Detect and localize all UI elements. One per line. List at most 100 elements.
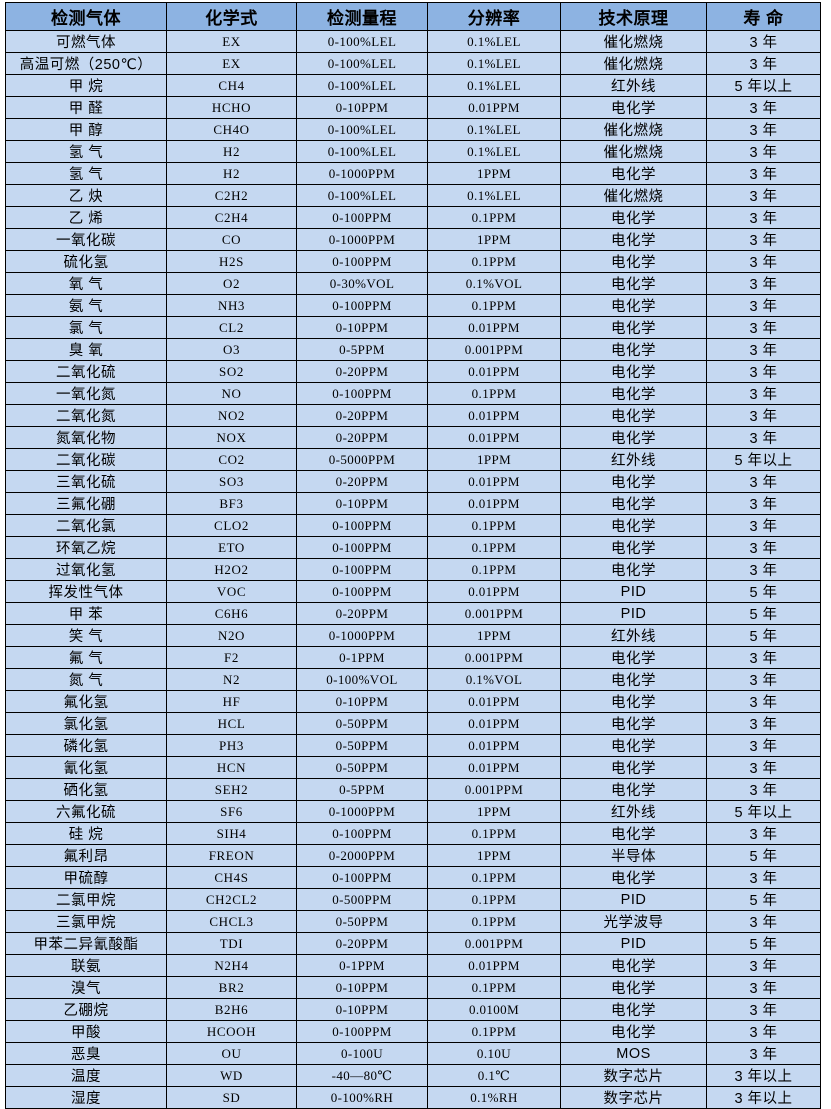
- cell-formula: NO2: [166, 404, 297, 427]
- cell-range: 0-50PPM: [296, 756, 428, 779]
- table-row: 氨 气 NH3 0-100PPM 0.1PPM 电化学 3 年: [5, 294, 821, 317]
- cell-gas: 联氨: [5, 954, 167, 977]
- cell-resolution: 0.1℃: [427, 1064, 561, 1087]
- cell-resolution: 0.01PPM: [427, 426, 561, 449]
- cell-range: 0-100PPM: [296, 1020, 428, 1043]
- cell-range: 0-500PPM: [296, 888, 428, 911]
- cell-lifetime: 3 年: [706, 96, 821, 119]
- cell-formula: CL2: [166, 316, 297, 339]
- cell-formula: F2: [166, 646, 297, 669]
- cell-technology: 电化学: [560, 668, 707, 691]
- cell-formula: CH4O: [166, 118, 297, 141]
- cell-resolution: 0.1PPM: [427, 888, 561, 911]
- cell-formula: CH4S: [166, 866, 297, 889]
- cell-lifetime: 3 年: [706, 514, 821, 537]
- cell-range: 0-10PPM: [296, 492, 428, 515]
- cell-gas: 臭 氧: [5, 338, 167, 361]
- cell-lifetime: 5 年: [706, 932, 821, 955]
- cell-resolution: 0.01PPM: [427, 404, 561, 427]
- cell-resolution: 0.01PPM: [427, 954, 561, 977]
- cell-range: 0-20PPM: [296, 404, 428, 427]
- cell-gas: 硒化氢: [5, 778, 167, 801]
- cell-technology: 催化燃烧: [560, 52, 707, 75]
- cell-formula: O3: [166, 338, 297, 361]
- cell-range: 0-20PPM: [296, 426, 428, 449]
- table-row: 乙 炔 C2H2 0-100%LEL 0.1%LEL 催化燃烧 3 年: [5, 184, 821, 207]
- cell-range: 0-10PPM: [296, 998, 428, 1021]
- cell-lifetime: 3 年: [706, 162, 821, 185]
- cell-formula: NOX: [166, 426, 297, 449]
- cell-gas: 乙 烯: [5, 206, 167, 229]
- cell-range: 0-1000PPM: [296, 624, 428, 647]
- cell-formula: N2H4: [166, 954, 297, 977]
- cell-gas: 甲 苯: [5, 602, 167, 625]
- cell-technology: 电化学: [560, 470, 707, 493]
- table-row: 温度 WD -40—80℃ 0.1℃ 数字芯片 3 年以上: [5, 1064, 821, 1087]
- table-row: 硒化氢 SEH2 0-5PPM 0.001PPM 电化学 3 年: [5, 778, 821, 801]
- table-row: 环氧乙烷 ETO 0-100PPM 0.1PPM 电化学 3 年: [5, 536, 821, 559]
- cell-gas: 湿度: [5, 1086, 167, 1109]
- cell-resolution: 0.1PPM: [427, 558, 561, 581]
- cell-gas: 甲硫醇: [5, 866, 167, 889]
- cell-lifetime: 3 年以上: [706, 1064, 821, 1087]
- cell-formula: HF: [166, 690, 297, 713]
- cell-formula: CLO2: [166, 514, 297, 537]
- cell-lifetime: 3 年: [706, 558, 821, 581]
- table-row: 氯化氢 HCL 0-50PPM 0.01PPM 电化学 3 年: [5, 712, 821, 735]
- cell-gas: 二氧化碳: [5, 448, 167, 471]
- cell-lifetime: 3 年: [706, 1042, 821, 1065]
- cell-lifetime: 3 年: [706, 866, 821, 889]
- cell-gas: 过氧化氢: [5, 558, 167, 581]
- cell-lifetime: 5 年以上: [706, 800, 821, 823]
- cell-gas: 恶臭: [5, 1042, 167, 1065]
- cell-gas: 三氟化硼: [5, 492, 167, 515]
- cell-formula: PH3: [166, 734, 297, 757]
- cell-gas: 硅 烷: [5, 822, 167, 845]
- table-row: 甲 醛 HCHO 0-10PPM 0.01PPM 电化学 3 年: [5, 96, 821, 119]
- table-row: 氰化氢 HCN 0-50PPM 0.01PPM 电化学 3 年: [5, 756, 821, 779]
- table-row: 氢 气 H2 0-1000PPM 1PPM 电化学 3 年: [5, 162, 821, 185]
- cell-range: 0-20PPM: [296, 602, 428, 625]
- cell-lifetime: 5 年: [706, 602, 821, 625]
- cell-range: 0-100PPM: [296, 382, 428, 405]
- cell-technology: 催化燃烧: [560, 184, 707, 207]
- cell-range: 0-100%LEL: [296, 52, 428, 75]
- column-header-technology: 技术原理: [560, 2, 707, 31]
- cell-technology: MOS: [560, 1042, 707, 1065]
- cell-lifetime: 5 年以上: [706, 448, 821, 471]
- cell-gas: 一氧化碳: [5, 228, 167, 251]
- cell-range: 0-2000PPM: [296, 844, 428, 867]
- cell-resolution: 0.1PPM: [427, 250, 561, 273]
- cell-lifetime: 3 年: [706, 1020, 821, 1043]
- cell-range: 0-100PPM: [296, 536, 428, 559]
- cell-gas: 环氧乙烷: [5, 536, 167, 559]
- cell-lifetime: 3 年: [706, 954, 821, 977]
- cell-range: 0-10PPM: [296, 976, 428, 999]
- table-row: 氟 气 F2 0-1PPM 0.001PPM 电化学 3 年: [5, 646, 821, 669]
- table-row: 二氧化硫 SO2 0-20PPM 0.01PPM 电化学 3 年: [5, 360, 821, 383]
- cell-resolution: 0.1PPM: [427, 514, 561, 537]
- cell-resolution: 1PPM: [427, 448, 561, 471]
- cell-lifetime: 5 年: [706, 844, 821, 867]
- cell-technology: PID: [560, 932, 707, 955]
- cell-range: 0-50PPM: [296, 734, 428, 757]
- table-row: 二氧化氮 NO2 0-20PPM 0.01PPM 电化学 3 年: [5, 404, 821, 427]
- cell-technology: 电化学: [560, 272, 707, 295]
- cell-range: 0-100PPM: [296, 580, 428, 603]
- cell-gas: 可燃气体: [5, 30, 167, 53]
- cell-lifetime: 3 年: [706, 250, 821, 273]
- table-row: 氮 气 N2 0-100%VOL 0.1%VOL 电化学 3 年: [5, 668, 821, 691]
- cell-range: 0-100U: [296, 1042, 428, 1065]
- cell-formula: SEH2: [166, 778, 297, 801]
- cell-technology: 光学波导: [560, 910, 707, 933]
- cell-gas: 三氧化硫: [5, 470, 167, 493]
- cell-formula: NH3: [166, 294, 297, 317]
- cell-range: 0-100%RH: [296, 1086, 428, 1109]
- cell-lifetime: 3 年: [706, 404, 821, 427]
- cell-technology: 电化学: [560, 360, 707, 383]
- cell-gas: 二氯甲烷: [5, 888, 167, 911]
- table-row: 湿度 SD 0-100%RH 0.1%RH 数字芯片 3 年以上: [5, 1086, 821, 1109]
- cell-technology: PID: [560, 602, 707, 625]
- cell-lifetime: 5 年: [706, 624, 821, 647]
- column-header-lifetime: 寿 命: [706, 2, 821, 31]
